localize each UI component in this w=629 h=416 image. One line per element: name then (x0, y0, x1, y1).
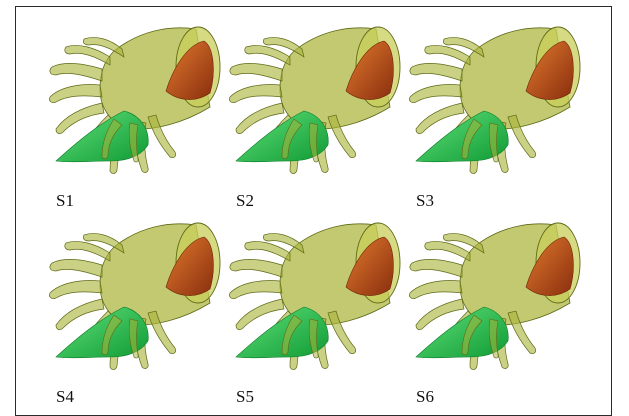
tentacle-shape (229, 84, 283, 103)
tentacle-shape (147, 114, 176, 158)
model-illustration (229, 26, 401, 174)
tentacle-shape (327, 114, 356, 158)
tentacle-shape (229, 63, 283, 82)
green-cone-shape (415, 306, 509, 359)
tentacle-shape (409, 259, 463, 278)
tentacle-shape (128, 122, 139, 163)
tentacle-shape (235, 102, 285, 135)
green-cone-shape (235, 110, 329, 163)
tentacle-shape (461, 314, 483, 356)
tentacle-shape (101, 118, 123, 160)
tentacle-shape (83, 233, 125, 254)
tentacle-shape (64, 45, 111, 66)
tentacle-shape (409, 63, 463, 82)
orange-cone-shape (345, 236, 394, 296)
tentacle-shape (235, 298, 285, 331)
model-illustration (49, 26, 221, 174)
panel-label: S2 (236, 191, 254, 210)
panel-label: S4 (56, 387, 74, 406)
tentacle-shape (49, 63, 103, 82)
green-cone-shape (235, 306, 329, 359)
tentacle-shape (128, 318, 139, 359)
tentacle-shape (507, 310, 536, 354)
tentacle-shape (147, 310, 176, 354)
green-cone-shape (55, 306, 149, 359)
orange-cone-shape (165, 236, 214, 296)
tentacle-shape (461, 118, 483, 160)
tentacle-shape (49, 259, 103, 278)
tentacle-shape (507, 114, 536, 158)
tentacle-shape (308, 122, 319, 163)
orange-cone-shape (165, 40, 214, 100)
tentacle-shape (488, 318, 499, 359)
tentacle-shape (424, 241, 471, 262)
tentacle-shape (49, 84, 103, 103)
tentacle-shape (263, 37, 305, 58)
model-illustration (409, 222, 581, 370)
panel-label: S1 (56, 191, 74, 210)
panel-s6: S6 (404, 207, 584, 406)
tentacle-shape (281, 314, 303, 356)
tentacle-shape (415, 298, 465, 331)
figure-frame: S1 S2 S3 S4 S5 S6 (15, 6, 612, 416)
tentacle-shape (424, 45, 471, 66)
model-illustration (409, 26, 581, 174)
tentacle-shape (229, 280, 283, 299)
panel-s1: S1 (44, 11, 224, 210)
model-illustration (49, 222, 221, 370)
tentacle-shape (229, 259, 283, 278)
tentacle-shape (443, 37, 485, 58)
tentacle-shape (244, 45, 291, 66)
panel-s4: S4 (44, 207, 224, 406)
tentacle-shape (101, 314, 123, 356)
tentacle-shape (488, 122, 499, 163)
model-illustration (229, 222, 401, 370)
tentacle-shape (263, 233, 305, 254)
tentacle-shape (308, 318, 319, 359)
tentacle-shape (409, 84, 463, 103)
tentacle-shape (83, 37, 125, 58)
panel-label: S6 (416, 387, 434, 406)
tentacle-shape (64, 241, 111, 262)
tentacle-shape (415, 102, 465, 135)
tentacle-shape (281, 118, 303, 160)
tentacle-shape (409, 280, 463, 299)
orange-cone-shape (345, 40, 394, 100)
green-cone-shape (415, 110, 509, 163)
panel-s5: S5 (224, 207, 404, 406)
tentacle-shape (244, 241, 291, 262)
tentacle-shape (49, 280, 103, 299)
panel-s3: S3 (404, 11, 584, 210)
panel-label: S3 (416, 191, 434, 210)
tentacle-shape (55, 102, 105, 135)
tentacle-shape (443, 233, 485, 254)
panel-s2: S2 (224, 11, 404, 210)
tentacle-shape (55, 298, 105, 331)
orange-cone-shape (525, 40, 574, 100)
tentacle-shape (327, 310, 356, 354)
orange-cone-shape (525, 236, 574, 296)
panel-label: S5 (236, 387, 254, 406)
green-cone-shape (55, 110, 149, 163)
